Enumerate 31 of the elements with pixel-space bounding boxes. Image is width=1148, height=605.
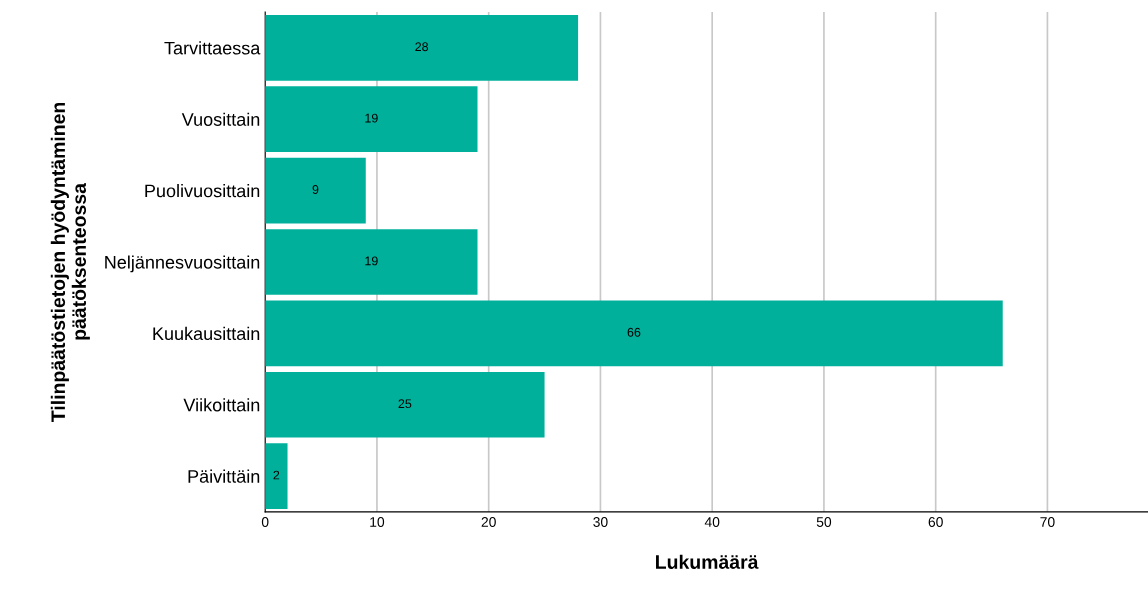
x-tick-label: 60 — [928, 517, 943, 527]
data-label: 25 — [398, 399, 412, 409]
x-tick-label: 30 — [593, 517, 608, 527]
data-label: 19 — [365, 256, 378, 266]
bar — [265, 300, 1003, 367]
x-tick-label: 70 — [1040, 517, 1055, 527]
bar — [265, 443, 288, 509]
data-label: 28 — [415, 42, 429, 52]
y-tick-label: Neljännesvuosittain — [105, 255, 260, 273]
y-tick-label: Kuukausittain — [153, 326, 260, 341]
y-tick-label: Vuosittain — [181, 112, 260, 126]
y-axis-title: Tilinpäätöstietojen hyödyntäminen päätöksenteossa — [50, 102, 90, 422]
x-axis-title: Lukumäärä — [656, 554, 759, 569]
x-tick-label: 10 — [370, 517, 385, 527]
bar — [265, 86, 478, 153]
y-tick-label: Puolivuosittain — [145, 184, 260, 198]
data-label: 66 — [627, 327, 641, 337]
bar — [265, 229, 478, 295]
x-tick-label: 0 — [261, 517, 269, 527]
data-label: 19 — [365, 113, 378, 123]
y-tick-label: Tarvittaessa — [164, 41, 261, 55]
bar — [265, 14, 579, 81]
x-tick-label: 40 — [704, 517, 720, 527]
data-label: 9 — [312, 185, 319, 194]
bar — [265, 371, 545, 438]
x-tick-label: 20 — [481, 517, 496, 527]
x-tick-label: 50 — [816, 517, 832, 527]
y-tick-label: Viikoittain — [183, 398, 260, 412]
data-label: 2 — [273, 470, 280, 480]
bar — [265, 157, 366, 224]
y-tick-label: Päivittäin — [188, 469, 260, 483]
